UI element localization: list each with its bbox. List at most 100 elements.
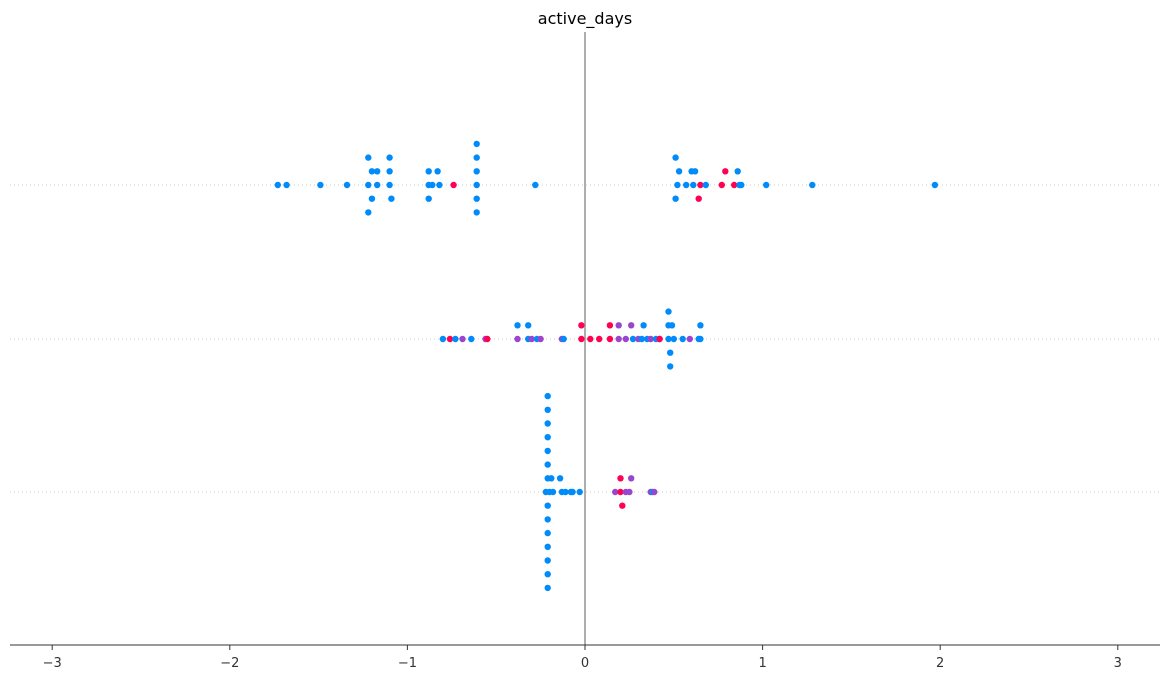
data-point [562, 488, 569, 496]
data-point [446, 335, 454, 343]
data-point [450, 181, 457, 189]
x-tick-label: −3 [43, 656, 62, 671]
data-point [374, 168, 381, 175]
data-point [587, 335, 594, 343]
data-point [691, 168, 699, 175]
data-point [544, 571, 551, 578]
row-1-points [274, 140, 939, 216]
data-point [274, 181, 281, 189]
data-point [809, 181, 816, 189]
data-point [473, 181, 480, 189]
data-point [578, 322, 585, 329]
data-point [569, 488, 576, 496]
x-axis: −3 −2 −1 0 1 2 3 [10, 644, 1160, 671]
data-point [548, 475, 555, 482]
data-point [429, 181, 436, 189]
data-point [606, 335, 614, 343]
data-point [697, 322, 704, 329]
data-point [514, 322, 521, 329]
data-point [549, 488, 557, 496]
data-point [473, 209, 480, 216]
data-point [738, 181, 745, 189]
data-point [596, 335, 603, 343]
data-point [617, 488, 624, 496]
data-point [722, 168, 729, 175]
data-point [628, 475, 635, 482]
data-point [434, 168, 441, 175]
x-tick-label: 0 [581, 656, 589, 671]
data-point [365, 154, 372, 161]
data-point [617, 475, 624, 482]
data-points [274, 140, 939, 592]
data-point [668, 322, 676, 329]
x-tick-label: 1 [758, 656, 766, 671]
data-point [763, 181, 770, 189]
data-point [560, 335, 567, 343]
data-point [670, 335, 677, 343]
data-point [468, 335, 475, 343]
data-point [619, 502, 626, 509]
data-point [425, 168, 432, 175]
data-point [697, 181, 704, 189]
data-point [283, 181, 290, 189]
data-point [612, 488, 619, 496]
data-point [544, 557, 551, 564]
data-point [718, 181, 725, 189]
data-point [638, 335, 645, 343]
data-point [473, 168, 480, 175]
data-point [690, 181, 697, 189]
data-point [556, 475, 564, 482]
data-point [683, 181, 690, 189]
data-point [436, 181, 443, 189]
data-point [544, 502, 551, 509]
data-point [386, 154, 393, 161]
data-point [606, 322, 614, 329]
data-point [731, 181, 738, 189]
data-point [665, 335, 672, 343]
data-point [544, 420, 551, 427]
data-point [473, 140, 480, 148]
data-point [514, 335, 521, 343]
data-point [629, 335, 637, 343]
data-point [615, 335, 622, 343]
data-point [576, 488, 583, 496]
x-tick-label: −1 [398, 656, 417, 671]
data-point [672, 195, 679, 202]
data-point [667, 349, 674, 356]
x-tick-label: 2 [936, 656, 944, 671]
data-point [528, 335, 535, 343]
data-point [544, 434, 551, 441]
data-point [343, 181, 351, 189]
data-point [656, 335, 663, 343]
chart-title: active_days [538, 9, 632, 29]
data-point [544, 406, 551, 413]
data-point [365, 181, 372, 189]
data-point [578, 335, 585, 343]
data-point [931, 181, 939, 189]
data-point [686, 335, 693, 343]
data-point [368, 168, 376, 175]
data-point [622, 335, 629, 343]
data-point [544, 584, 551, 592]
x-tick-label: −2 [220, 656, 239, 671]
data-point [544, 529, 551, 537]
data-point [386, 168, 393, 175]
data-point [640, 322, 647, 329]
data-point [734, 168, 741, 175]
data-point [473, 195, 480, 202]
data-point [532, 181, 539, 189]
data-point [374, 181, 381, 189]
data-point [628, 322, 635, 329]
data-point [674, 181, 681, 189]
row-3-points [542, 392, 658, 592]
data-point [544, 543, 551, 550]
data-point [537, 335, 544, 343]
data-point [459, 335, 466, 343]
data-point [439, 335, 447, 343]
data-point [626, 488, 633, 496]
data-point [615, 322, 622, 329]
data-point [317, 181, 324, 189]
data-point [697, 335, 704, 343]
data-point [365, 209, 372, 216]
data-point [386, 181, 393, 189]
